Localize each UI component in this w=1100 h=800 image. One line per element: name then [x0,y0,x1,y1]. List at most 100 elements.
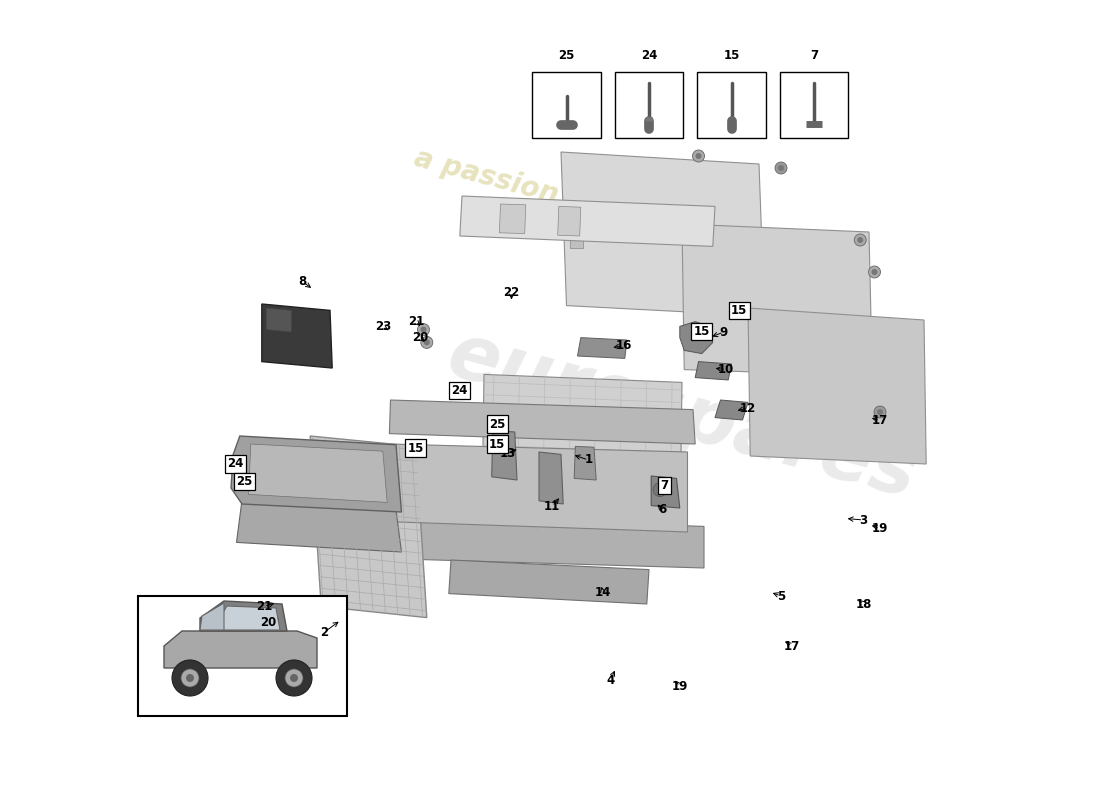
Circle shape [695,153,702,159]
Circle shape [182,669,199,687]
Text: 25: 25 [559,50,574,62]
Text: 17: 17 [872,414,888,426]
Text: 22: 22 [504,286,519,298]
Polygon shape [310,436,427,618]
Polygon shape [266,308,292,332]
Text: 24: 24 [641,50,657,62]
Polygon shape [387,444,688,532]
Text: 20: 20 [261,616,276,629]
Circle shape [857,237,864,243]
Text: 9: 9 [719,326,728,338]
Polygon shape [539,452,563,504]
Polygon shape [574,446,596,480]
Text: 16: 16 [616,339,631,352]
Polygon shape [682,224,872,376]
Polygon shape [482,374,682,536]
Polygon shape [164,631,317,668]
Text: eurospares: eurospares [439,318,925,514]
Text: 17: 17 [784,640,800,653]
Polygon shape [231,436,402,512]
Text: 14: 14 [595,586,610,598]
Circle shape [869,266,880,278]
Text: 1: 1 [584,454,593,466]
Bar [615,72,683,138]
Polygon shape [561,152,764,316]
Text: 15: 15 [490,438,505,450]
Circle shape [776,162,786,174]
Polygon shape [570,224,583,248]
Polygon shape [748,308,926,464]
Circle shape [424,339,430,346]
Circle shape [871,269,878,275]
Bar [138,596,346,716]
Circle shape [278,601,285,607]
Text: 2: 2 [320,626,329,638]
Text: 5: 5 [777,590,785,602]
Circle shape [420,326,427,333]
Circle shape [421,336,432,349]
Text: 23: 23 [375,320,390,333]
Polygon shape [715,400,748,420]
Circle shape [874,406,886,418]
Circle shape [276,598,287,610]
Text: 21: 21 [256,600,272,613]
Text: 11: 11 [544,500,560,513]
Text: 8: 8 [298,275,307,288]
Polygon shape [249,444,387,502]
Circle shape [278,613,285,619]
Polygon shape [383,516,704,568]
Text: 15: 15 [408,442,424,454]
Text: 21: 21 [408,315,424,328]
Circle shape [877,409,883,415]
Circle shape [276,660,312,696]
Text: 15: 15 [732,304,747,317]
Bar [532,72,601,138]
Polygon shape [492,430,517,480]
Text: 25: 25 [236,475,252,488]
Text: 4: 4 [606,674,615,686]
Polygon shape [558,206,581,236]
Circle shape [693,150,704,162]
Text: 3: 3 [859,514,868,526]
Text: 18: 18 [856,598,871,610]
Text: 10: 10 [718,363,734,376]
Polygon shape [212,606,280,630]
Text: a passion since 1985: a passion since 1985 [411,144,733,256]
Polygon shape [499,204,526,234]
Circle shape [290,674,298,682]
Text: 24: 24 [228,458,243,470]
Circle shape [276,610,287,622]
Text: 25: 25 [490,418,505,430]
Circle shape [186,674,194,682]
Circle shape [653,482,667,497]
Circle shape [285,669,303,687]
Circle shape [855,234,866,246]
Text: 7: 7 [810,50,818,62]
Text: 13: 13 [500,447,516,460]
Text: 15: 15 [724,50,739,62]
Polygon shape [389,400,695,444]
Text: 12: 12 [740,402,756,414]
Circle shape [172,660,208,696]
Polygon shape [695,362,732,380]
Circle shape [778,165,784,171]
Text: 24: 24 [452,384,468,397]
Text: 7: 7 [660,479,669,492]
Bar [697,72,766,138]
Text: 6: 6 [658,503,667,516]
Bar [780,72,848,138]
Text: 19: 19 [872,522,888,534]
Polygon shape [449,560,649,604]
Text: 20: 20 [412,331,428,344]
Polygon shape [236,500,402,552]
Polygon shape [200,603,224,630]
Polygon shape [651,476,680,508]
Text: 19: 19 [672,680,688,693]
Polygon shape [200,601,287,631]
Polygon shape [680,322,713,354]
Circle shape [418,323,429,336]
Text: 15: 15 [694,325,710,338]
Polygon shape [460,196,715,246]
Polygon shape [578,338,627,358]
Polygon shape [262,304,332,368]
